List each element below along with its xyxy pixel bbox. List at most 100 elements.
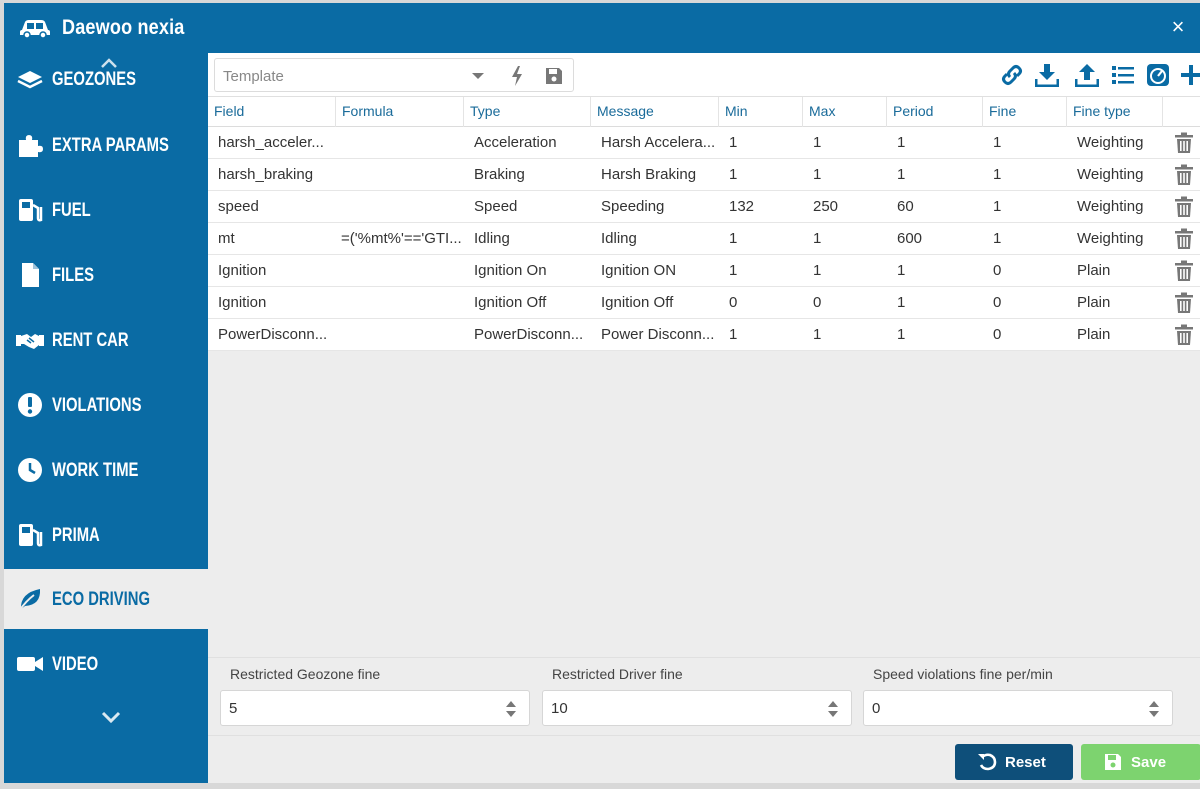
spinner-icon[interactable] xyxy=(505,699,517,719)
sidebar-item-work-time[interactable]: WORK TIME xyxy=(4,440,208,500)
sidebar-item-label: VIDEO xyxy=(52,654,99,675)
cell-fine: 0 xyxy=(993,262,1002,279)
cell-max: 1 xyxy=(813,166,822,183)
reset-label: Reset xyxy=(1005,754,1046,771)
cell-fine: 1 xyxy=(993,230,1002,247)
sidebar-item-violations[interactable]: VIOLATIONS xyxy=(4,375,208,435)
download-icon[interactable] xyxy=(1035,63,1059,87)
sidebar-item-label: ECO DRIVING xyxy=(52,589,150,610)
cell-period: 1 xyxy=(897,326,906,343)
cell-formula xyxy=(336,127,462,159)
cell-field: Ignition xyxy=(218,262,267,279)
sidebar-item-label: FILES xyxy=(52,265,94,286)
chevron-up-icon[interactable] xyxy=(100,57,118,69)
cell-message: Power Disconn... xyxy=(601,326,715,343)
cell-fine: 0 xyxy=(993,294,1002,311)
cell-period: 60 xyxy=(897,198,914,215)
table-row[interactable]: PowerDisconn... PowerDisconn... Power Disc… xyxy=(208,319,1200,351)
cell-formula xyxy=(336,287,462,319)
table-row[interactable]: harsh_braking Braking Harsh Braking 1 1 1 1 Wei… xyxy=(208,159,1200,191)
column-header-period[interactable]: Period xyxy=(887,97,983,127)
spinner-icon[interactable] xyxy=(1148,699,1160,719)
cell-period: 1 xyxy=(897,134,906,151)
upload-icon[interactable] xyxy=(1075,63,1099,87)
cell-formula xyxy=(336,159,462,191)
template-select[interactable]: Template xyxy=(214,58,574,92)
geozone-fine-value: 5 xyxy=(229,700,238,717)
sidebar-item-label: GEOZONES xyxy=(52,69,136,90)
trash-icon[interactable] xyxy=(1174,324,1194,346)
cell-min: 1 xyxy=(729,326,738,343)
table-row[interactable]: Ignition Ignition On Ignition ON 1 1 1 0 Plain xyxy=(208,255,1200,287)
reset-button[interactable]: Reset xyxy=(955,744,1073,780)
sidebar-item-video[interactable]: VIDEO xyxy=(4,634,208,694)
spinner-icon[interactable] xyxy=(827,699,839,719)
table-row[interactable]: mt =('%mt%'=='GTI... Idling Idling 1 1 600 1 Wei… xyxy=(208,223,1200,255)
cell-period: 1 xyxy=(897,262,906,279)
dialog-titlebar: Daewoo nexia × xyxy=(4,3,1200,53)
caret-down-icon[interactable] xyxy=(471,72,485,80)
plus-icon[interactable] xyxy=(1179,63,1200,87)
list-icon[interactable] xyxy=(1111,63,1135,87)
cell-period: 600 xyxy=(897,230,923,247)
sidebar-item-eco-driving[interactable]: ECO DRIVING xyxy=(4,569,208,629)
geozone-fine-input[interactable]: 5 xyxy=(220,690,530,726)
fuel-pump-icon xyxy=(19,524,43,547)
cell-field: mt xyxy=(218,230,235,247)
cell-min: 1 xyxy=(729,230,738,247)
column-header-fine-type[interactable]: Fine type xyxy=(1067,97,1163,127)
sidebar-item-geozones[interactable]: GEOZONES xyxy=(4,53,208,109)
sidebar-item-extra-params[interactable]: EXTRA PARAMS xyxy=(4,115,208,175)
cell-min: 132 xyxy=(729,198,755,215)
table-row[interactable]: Ignition Ignition Off Ignition Off 0 0 1 0 Plai… xyxy=(208,287,1200,319)
sidebar: GEOZONES EXTRA PARAMS FUEL FIL xyxy=(4,53,208,783)
sidebar-item-rent-car[interactable]: RENT CAR xyxy=(4,310,208,370)
trash-icon[interactable] xyxy=(1174,228,1194,250)
gauge-icon[interactable] xyxy=(1146,63,1170,87)
cell-type: PowerDisconn... xyxy=(474,326,584,343)
link-icon[interactable] xyxy=(1000,63,1024,87)
sidebar-item-prima[interactable]: PRIMA xyxy=(4,505,208,565)
sidebar-item-fuel[interactable]: FUEL xyxy=(4,180,208,240)
cell-fine: 1 xyxy=(993,166,1002,183)
cell-max: 0 xyxy=(813,294,822,311)
column-header-message[interactable]: Message xyxy=(591,97,719,127)
table-header: Field Formula Type Message Min Max Perio… xyxy=(208,97,1200,127)
table-row[interactable]: harsh_acceler... Acceleration Harsh Accele… xyxy=(208,127,1200,159)
cell-message: Ignition ON xyxy=(601,262,677,279)
save-template-icon[interactable] xyxy=(545,67,563,85)
bolt-icon[interactable] xyxy=(509,65,525,87)
trash-icon[interactable] xyxy=(1174,196,1194,218)
column-header-min[interactable]: Min xyxy=(719,97,803,127)
table-body: harsh_acceler... Acceleration Harsh Accele… xyxy=(208,127,1200,351)
cell-message: Harsh Accelera... xyxy=(601,134,716,151)
trash-icon[interactable] xyxy=(1174,292,1194,314)
speed-fine-input[interactable]: 0 xyxy=(863,690,1173,726)
column-header-max[interactable]: Max xyxy=(803,97,887,127)
cell-max: 1 xyxy=(813,134,822,151)
close-button[interactable]: × xyxy=(1171,14,1185,39)
leaf-icon xyxy=(18,589,41,612)
cell-max: 250 xyxy=(813,198,839,215)
column-header-fine[interactable]: Fine xyxy=(983,97,1067,127)
driver-fine-input[interactable]: 10 xyxy=(542,690,852,726)
fine-settings: Restricted Geozone fine 5 Restricted Dri… xyxy=(208,657,1200,783)
cell-max: 1 xyxy=(813,326,822,343)
save-button[interactable]: Save xyxy=(1081,744,1200,780)
trash-icon[interactable] xyxy=(1174,260,1194,282)
cell-field: PowerDisconn... xyxy=(218,326,328,343)
table-row[interactable]: speed Speed Speeding 132 250 60 1 Weighting xyxy=(208,191,1200,223)
cell-min: 1 xyxy=(729,262,738,279)
column-header-field[interactable]: Field xyxy=(208,97,336,127)
puzzle-icon xyxy=(19,135,43,157)
trash-icon[interactable] xyxy=(1174,132,1194,154)
cell-type: Ignition Off xyxy=(474,294,547,311)
cell-type: Ignition On xyxy=(474,262,547,279)
footer-divider xyxy=(208,735,1200,736)
sidebar-item-files[interactable]: FILES xyxy=(4,245,208,305)
column-header-type[interactable]: Type xyxy=(464,97,591,127)
chevron-down-icon[interactable] xyxy=(100,710,122,724)
column-header-formula[interactable]: Formula xyxy=(336,97,464,127)
trash-icon[interactable] xyxy=(1174,164,1194,186)
sidebar-item-label: RENT CAR xyxy=(52,330,129,351)
